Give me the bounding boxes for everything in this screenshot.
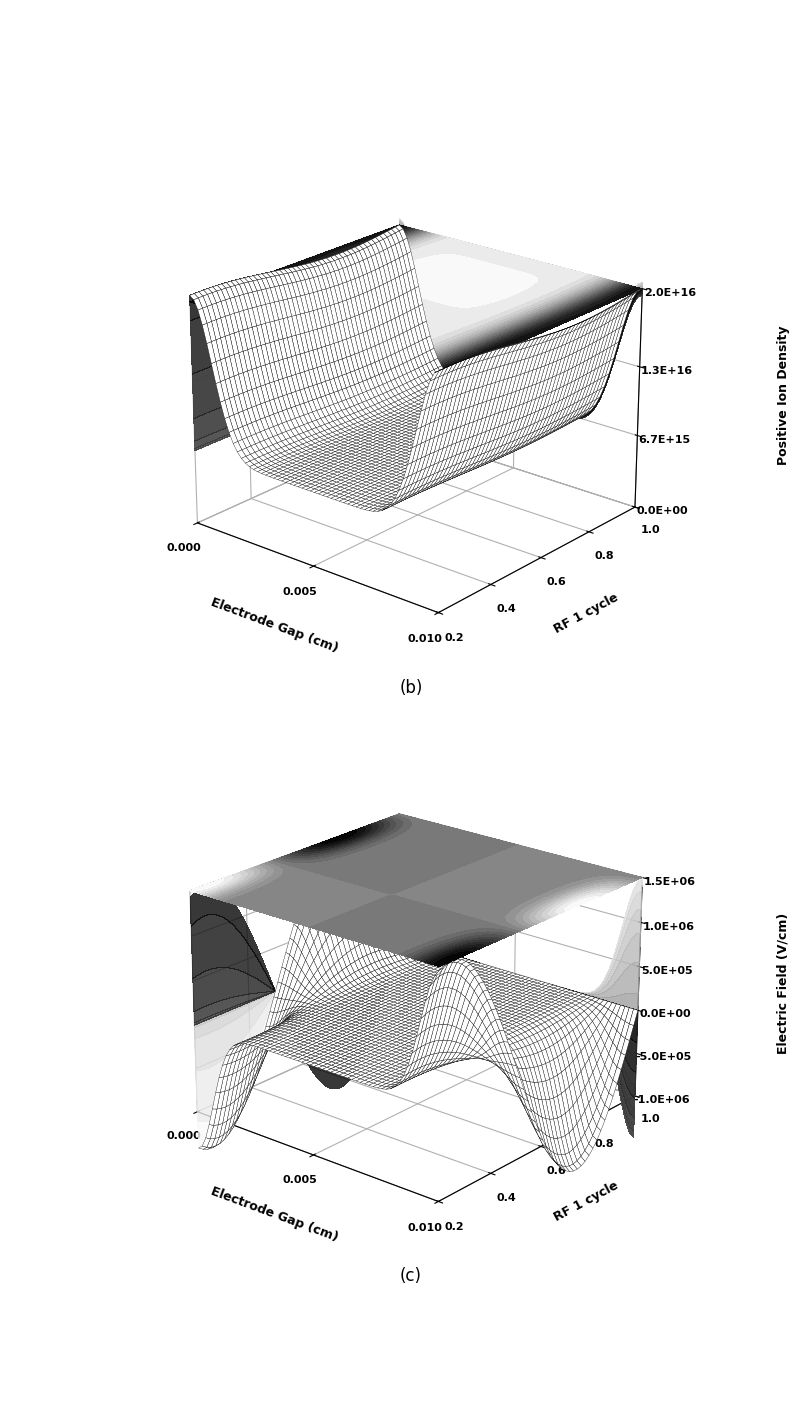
X-axis label: Electrode Gap (cm): Electrode Gap (cm) [209, 596, 340, 655]
Y-axis label: RF 1 cycle: RF 1 cycle [552, 1179, 621, 1224]
X-axis label: Electrode Gap (cm): Electrode Gap (cm) [209, 1185, 340, 1244]
Text: (b): (b) [399, 679, 423, 697]
Y-axis label: RF 1 cycle: RF 1 cycle [552, 590, 621, 635]
Text: (c): (c) [400, 1267, 422, 1286]
